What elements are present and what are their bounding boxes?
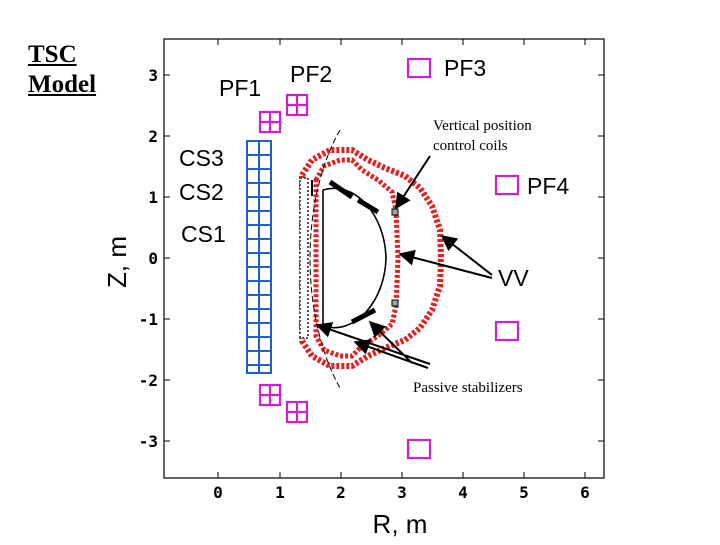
inner-structures [299, 129, 399, 389]
vertical-coils-annotation-line-2: control coils [433, 138, 508, 154]
y-tick-label: 2 [148, 127, 158, 146]
pf2-label: PF2 [290, 61, 332, 87]
y-tick-label: -2 [139, 371, 158, 390]
pf4-lower-coil [494, 320, 520, 342]
x-tick-label: 2 [336, 483, 346, 502]
pf4-label: PF4 [527, 173, 569, 199]
vacuum-vessel [299, 147, 445, 369]
pf3-label: PF3 [444, 55, 486, 81]
x-axis-label: R, m [373, 509, 428, 539]
y-axis-label: Z, m [102, 236, 132, 288]
page-title: TSC Model [28, 40, 96, 100]
y-tick-label: 1 [148, 188, 158, 207]
pf1-lower-coil [258, 383, 282, 407]
pf3-upper-coil [406, 57, 432, 79]
y-tick-label: -1 [139, 310, 158, 329]
vv-label: VV [498, 265, 529, 291]
cs2-label: CS2 [179, 179, 224, 205]
pf4-upper-coil [494, 174, 520, 196]
x-tick-label: 1 [275, 483, 285, 502]
x-tick-label: 4 [458, 483, 468, 502]
central-solenoid-stack [246, 140, 272, 374]
pf2-upper-coil [285, 93, 309, 117]
pf1-label: PF1 [219, 75, 261, 101]
passive-stabilizers-annotation: Passive stabilizers [413, 380, 523, 396]
annotation-arrows [315, 155, 493, 369]
cs1-label: CS1 [181, 221, 226, 247]
cs3-label: CS3 [179, 145, 224, 171]
title-line-1: TSC [28, 41, 77, 68]
pf2-lower-coil [285, 400, 309, 424]
x-tick-label: 5 [519, 483, 529, 502]
plot-frame [163, 38, 605, 479]
x-tick-label: 0 [213, 483, 223, 502]
y-tick-label: -3 [139, 432, 158, 451]
y-tick-label: 3 [148, 66, 158, 85]
x-tick-label: 6 [580, 483, 590, 502]
y-tick-label: 0 [148, 249, 158, 268]
title-line-2: Model [28, 71, 97, 98]
pf3-lower-coil [406, 438, 432, 460]
x-tick-label: 3 [397, 483, 407, 502]
pf-coils [258, 57, 520, 460]
pf1-upper-coil [258, 110, 282, 134]
vertical-coils-annotation-line-1: Vertical position [433, 118, 532, 134]
tick-marks [164, 39, 604, 478]
